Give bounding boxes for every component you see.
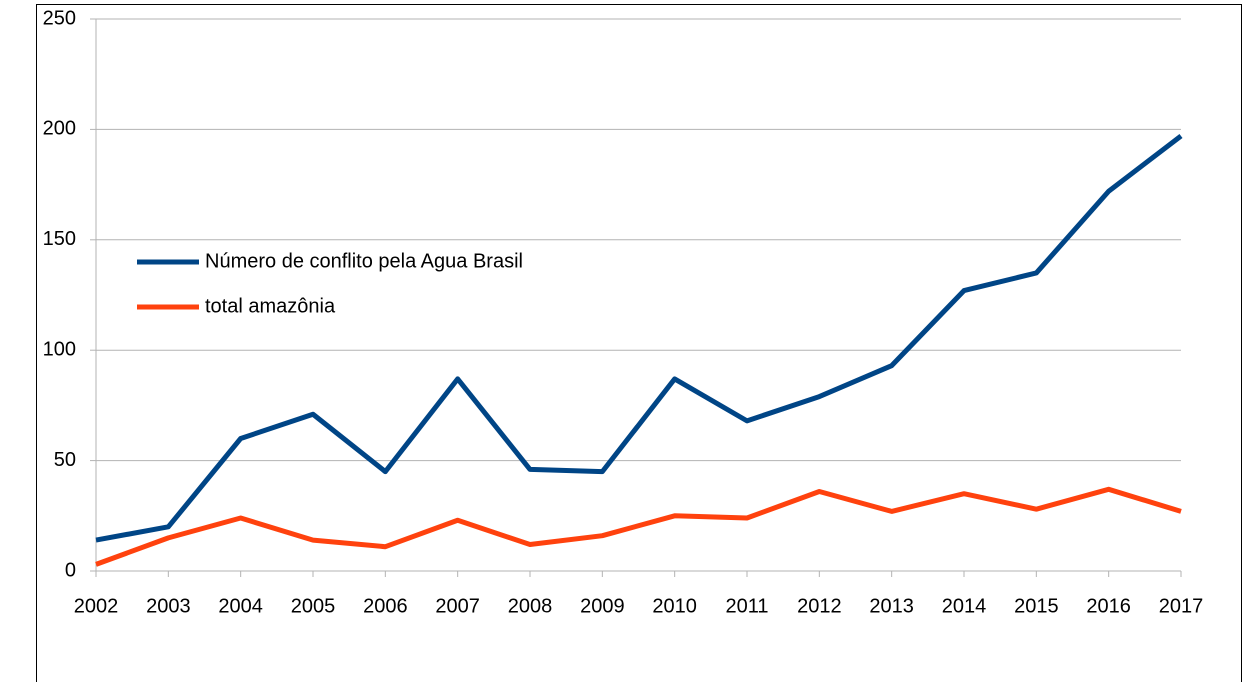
y-tick-label: 150 <box>43 228 76 250</box>
x-tick-label: 2003 <box>146 595 191 617</box>
legend-label: total amazônia <box>205 295 336 317</box>
y-tick-label: 200 <box>43 118 76 140</box>
x-tick-label: 2009 <box>580 595 625 617</box>
x-tick-label: 2013 <box>869 595 914 617</box>
series-line <box>95 486 1182 567</box>
x-tick-label: 2016 <box>1086 595 1131 617</box>
x-tick-label: 2005 <box>291 595 336 617</box>
frame <box>36 4 1242 682</box>
x-tick-label: 2008 <box>508 595 553 617</box>
x-tick-label: 2014 <box>942 595 987 617</box>
y-tick-label: 250 <box>43 7 76 29</box>
x-tick-label: 2015 <box>1014 595 1059 617</box>
x-tick-label: 2002 <box>74 595 119 617</box>
series-line <box>95 134 1183 543</box>
x-tick-label: 2017 <box>1159 595 1204 617</box>
y-tick-label: 50 <box>54 449 76 471</box>
y-tick-label: 100 <box>43 338 76 360</box>
x-tick-label: 2006 <box>363 595 408 617</box>
x-tick-label: 2004 <box>218 595 263 617</box>
y-tick-label: 0 <box>65 559 76 581</box>
x-tick-label: 2012 <box>797 595 842 617</box>
legend-label: Número de conflito pela Agua Brasil <box>205 250 523 272</box>
x-tick-label: 2011 <box>725 595 768 617</box>
x-tick-label: 2007 <box>435 595 480 617</box>
x-tick-label: 2010 <box>652 595 697 617</box>
